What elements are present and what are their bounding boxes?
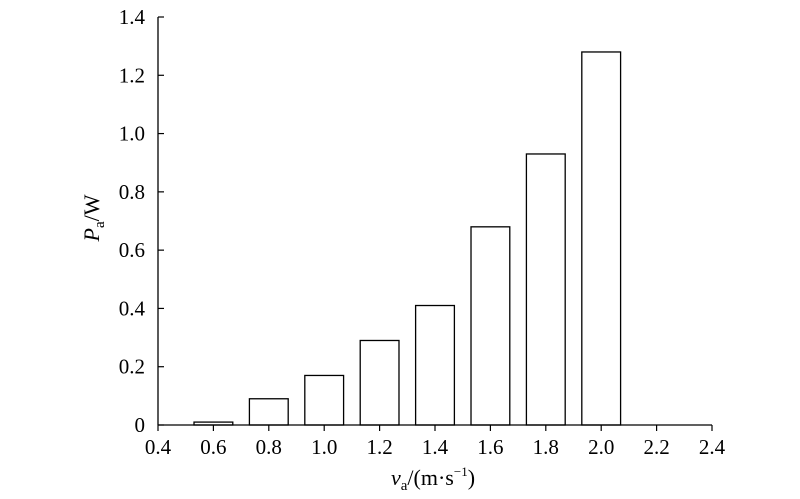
bar-1.2: [359, 339, 400, 426]
y-tick-label: 1.4: [119, 5, 146, 29]
bars-layer: [193, 51, 622, 426]
bar-1.8: [525, 153, 566, 426]
x-tick-label: 1.0: [311, 435, 337, 459]
x-tick-label: 2.4: [699, 435, 726, 459]
x-tick-label: 2.0: [588, 435, 614, 459]
x-tick-label: 1.2: [366, 435, 392, 459]
x-axis-title-sup: −1: [454, 464, 468, 479]
y-tick-label: 1.0: [119, 122, 145, 146]
x-tick-label: 1.8: [533, 435, 559, 459]
y-axis-title: Pa/W: [79, 194, 108, 242]
y-axis-title-rest: /W: [79, 194, 104, 221]
y-axis-title-sub: a: [92, 221, 108, 228]
y-tick-label: 0.8: [119, 180, 145, 204]
bar-1.0: [304, 374, 345, 426]
x-tick-label: 1.4: [422, 435, 449, 459]
x-tick-label: 0.8: [256, 435, 282, 459]
x-tick-label: 0.4: [145, 435, 172, 459]
y-tick-label: 0: [135, 413, 146, 437]
bar-1.6: [470, 226, 511, 426]
bar-0.8: [248, 398, 289, 426]
y-axis-title-main: P: [79, 228, 104, 242]
x-axis-title: va/(m·s−1): [391, 464, 475, 494]
x-axis-title-close: ): [468, 465, 475, 490]
x-axis-title-main: v: [391, 465, 401, 490]
y-tick-label: 0.6: [119, 238, 145, 262]
bar-2.0: [581, 51, 622, 426]
x-axis-title-sub: a: [401, 478, 408, 494]
x-axis-title-rest: /(m·s: [407, 465, 453, 490]
x-ticks: 0.4 0.6 0.8 1.0 1.2 1.4 1.6 1.8 2.0 2.2 2.4: [145, 425, 726, 459]
bar-1.4: [414, 304, 456, 426]
y-tick-label: 0.2: [119, 355, 145, 379]
y-ticks: 0 0.2 0.4 0.6 0.8 1.0 1.2 1.4: [119, 5, 164, 437]
y-tick-label: 0.4: [119, 296, 146, 320]
x-tick-label: 1.6: [477, 435, 503, 459]
x-tick-label: 2.2: [643, 435, 669, 459]
x-tick-label: 0.6: [200, 435, 226, 459]
y-tick-label: 1.2: [119, 63, 145, 87]
